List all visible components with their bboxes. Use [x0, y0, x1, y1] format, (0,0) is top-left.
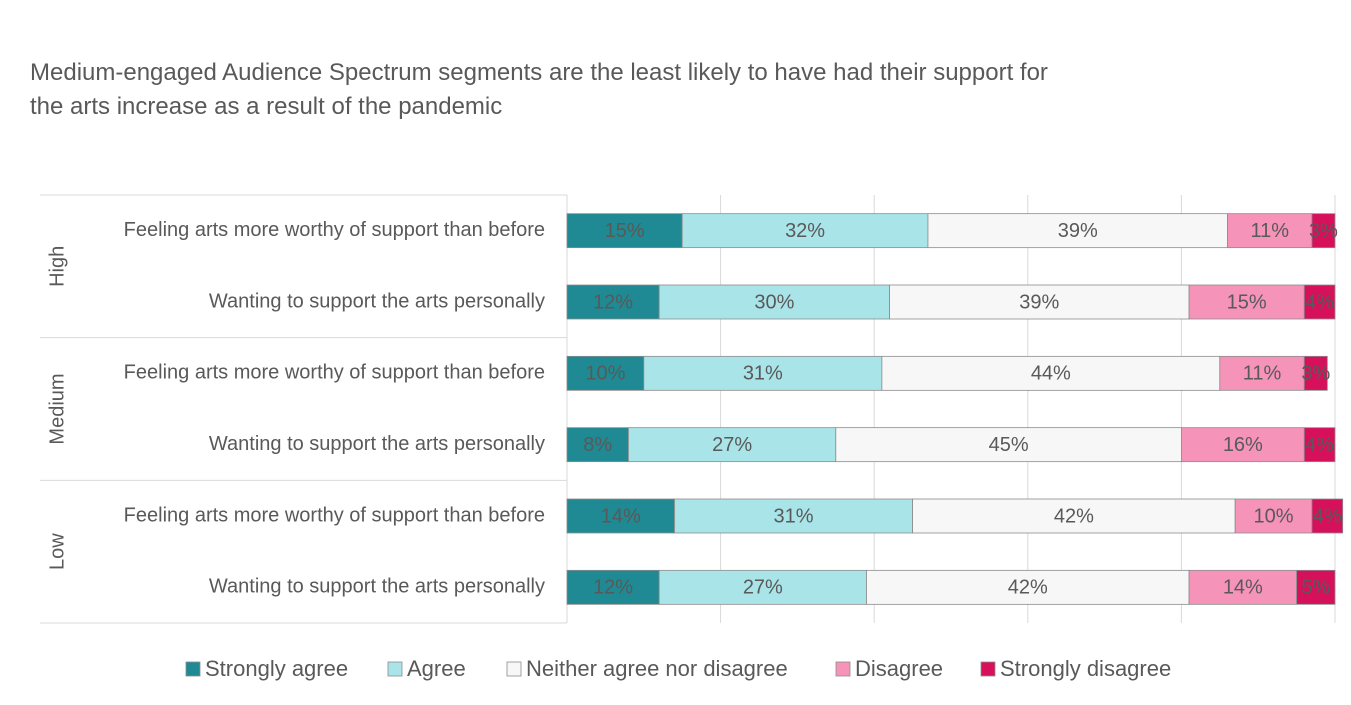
category-label: Feeling arts more worthy of support than… — [124, 219, 545, 241]
bar-segment — [1303, 284, 1336, 320]
bar-segment — [1303, 355, 1328, 391]
value-label: 8% — [583, 434, 612, 456]
legend-label: Disagree — [855, 656, 943, 681]
value-label: 10% — [585, 363, 625, 385]
category-label: Wanting to support the arts personally — [209, 290, 545, 312]
bar-segment — [566, 427, 629, 463]
value-label: 12% — [593, 577, 633, 599]
chart-title: Medium-engaged Audience Spectrum segment… — [30, 59, 1048, 120]
bar-segment — [835, 427, 1182, 463]
bar-segment — [881, 355, 1221, 391]
category-label: Wanting to support the arts personally — [209, 433, 545, 455]
bar-segment — [643, 355, 883, 391]
bar-segment — [1303, 427, 1336, 463]
category-label: Feeling arts more worthy of support than… — [124, 504, 545, 526]
bar-segment — [1181, 427, 1305, 463]
legend-swatch — [387, 661, 403, 677]
group-label: Low — [46, 533, 68, 570]
value-label: 44% — [1031, 363, 1071, 385]
value-label: 15% — [605, 220, 645, 242]
value-label: 4% — [1313, 505, 1342, 527]
bar-segment — [566, 213, 683, 249]
value-label: 4% — [1305, 291, 1334, 313]
value-label: 31% — [743, 363, 783, 385]
legend-label: Neither agree nor disagree — [526, 656, 788, 681]
bar-segment — [674, 498, 914, 534]
bar-segment — [1234, 498, 1313, 534]
bar-segment — [658, 569, 867, 605]
value-label: 16% — [1223, 434, 1263, 456]
value-label: 14% — [601, 505, 641, 527]
bar-segment — [1296, 569, 1336, 605]
value-label: 45% — [989, 434, 1029, 456]
bar-segment — [681, 213, 929, 249]
bar-segment — [658, 284, 890, 320]
legend-swatch — [835, 661, 851, 677]
value-label: 5% — [1301, 577, 1330, 599]
bar-segment — [1311, 498, 1344, 534]
bar-segment — [927, 213, 1228, 249]
legend-label: Strongly disagree — [1000, 656, 1171, 681]
bar-segment — [912, 498, 1236, 534]
value-label: 4% — [1305, 434, 1334, 456]
value-label: 10% — [1254, 505, 1294, 527]
bar-segment — [1311, 213, 1336, 249]
bar-segment — [866, 569, 1190, 605]
value-label: 27% — [712, 434, 752, 456]
bar-segment — [566, 355, 645, 391]
value-label: 32% — [785, 220, 825, 242]
value-label: 42% — [1008, 577, 1048, 599]
value-label: 12% — [593, 291, 633, 313]
value-label: 15% — [1227, 291, 1267, 313]
value-label: 42% — [1054, 505, 1094, 527]
legend-label: Strongly agree — [205, 656, 348, 681]
value-label: 11% — [1243, 363, 1282, 385]
bar-segment — [1188, 569, 1297, 605]
legend-label: Agree — [407, 656, 466, 681]
value-label: 39% — [1019, 291, 1059, 313]
value-label: 27% — [743, 577, 783, 599]
value-label: 39% — [1058, 220, 1098, 242]
value-label: 11% — [1250, 220, 1289, 242]
bar-segment — [1188, 284, 1305, 320]
value-label: 3% — [1309, 220, 1338, 242]
value-label: 30% — [754, 291, 794, 313]
bar-segment — [628, 427, 837, 463]
category-label: Feeling arts more worthy of support than… — [124, 362, 545, 384]
value-label: 3% — [1301, 363, 1330, 385]
value-label: 14% — [1223, 577, 1263, 599]
bar-segment — [566, 569, 660, 605]
group-label: Medium — [46, 373, 68, 444]
legend-swatch — [980, 661, 996, 677]
group-label: High — [46, 246, 68, 287]
value-label: 31% — [774, 505, 814, 527]
category-label: Wanting to support the arts personally — [209, 576, 545, 598]
bar-segment — [1219, 355, 1305, 391]
legend-swatch — [185, 661, 201, 677]
legend-swatch — [506, 661, 522, 677]
